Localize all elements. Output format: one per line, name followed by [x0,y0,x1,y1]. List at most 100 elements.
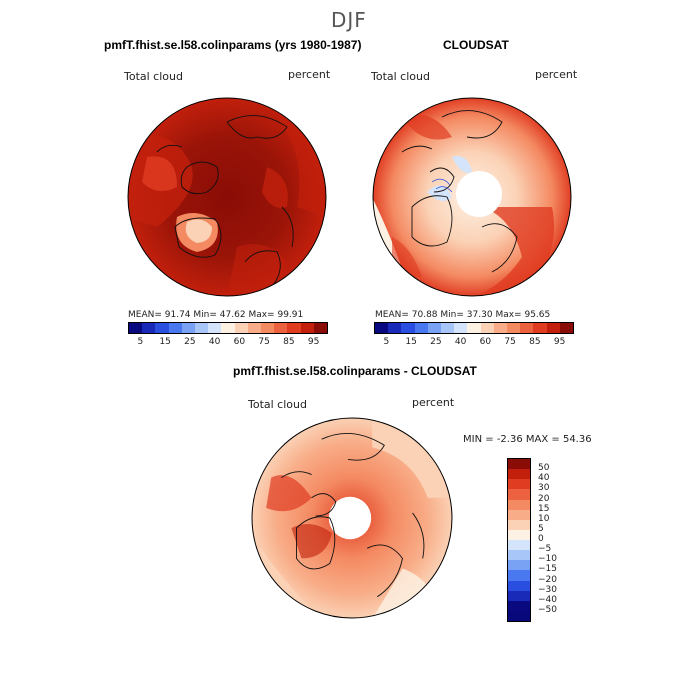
colorbar-swatch [559,323,574,333]
colorbar-tick-label: 75 [504,337,516,347]
diff-min-value: -2.36 [496,434,523,445]
right-mean-label: MEAN= [375,310,409,320]
colorbar-swatch [508,459,530,470]
colorbar-swatch [427,323,442,333]
colorbar-swatch [508,580,530,591]
colorbar-tick-label: 60 [233,337,246,347]
colorbar-tick-label: 10 [538,513,550,524]
colorbar-swatch [142,323,156,333]
left-mean-label: MEAN= [128,310,162,320]
colorbar-tick-label: −30 [538,584,557,595]
colorbar-swatch [181,323,196,333]
colorbar-tick-label: 25 [430,337,442,347]
colorbar-tick-label: −10 [538,554,557,565]
colorbar-tick-label: −20 [538,574,557,585]
right-min-value: 37.30 [466,310,493,320]
colorbar-swatch [546,323,560,333]
colorbar-tick-label: 5 [538,523,544,534]
diff-min-label: MIN = [463,434,494,445]
colorbar-tick-label: 25 [184,337,196,347]
left-max-value: 99.91 [277,310,304,320]
figure-title: DJF [331,8,367,32]
colorbar-swatch [401,323,415,333]
colorbar-swatch [508,469,530,480]
colorbar-swatch [155,323,169,333]
colorbar-tick-label: −5 [538,544,552,555]
diff-panel-title: pmfT.fhist.se.l58.colinparams - CLOUDSAT [233,364,477,378]
colorbar-tick-label: 0 [538,534,544,544]
colorbar-tick-label: −15 [538,564,557,575]
colorbar-swatch [508,529,530,540]
colorbar-swatch [261,323,275,333]
colorbar-swatch [508,550,530,561]
colorbar-swatch [313,323,328,333]
colorbar-swatch [508,479,530,490]
colorbar-tick-label: 40 [454,337,467,347]
colorbar-swatch [221,323,235,333]
colorbar-tick-label: −50 [538,604,557,615]
colorbar-tick-label: 85 [529,337,541,347]
colorbar-swatch [508,499,530,510]
colorbar-swatch [493,323,508,333]
right-variable-label: Total cloud [371,70,430,83]
right-units-label: percent [535,68,578,81]
diff-colorbar [507,458,531,622]
colorbar-swatch [234,323,248,333]
colorbar-tick-label: 60 [479,337,492,347]
colorbar-tick-label: 15 [405,337,417,347]
colorbar-swatch [454,323,468,333]
right-min-label: Min= [440,310,464,320]
colorbar-swatch [300,323,314,333]
colorbar-swatch [508,489,530,500]
colorbar-swatch [208,323,222,333]
colorbar-tick-label: 40 [538,473,550,484]
colorbar-tick-label: 5 [137,337,144,347]
diff-max-label: MAX = [525,434,560,445]
colorbar-swatch [467,323,481,333]
colorbar-tick-label: 95 [553,337,566,347]
colorbar-tick-label: 5 [383,337,390,347]
colorbar-swatch [287,323,301,333]
colorbar-tick-label: 95 [307,337,320,347]
colorbar-swatch [508,570,530,581]
left-variable-label: Total cloud [124,70,183,83]
left-min-label: Min= [193,310,217,320]
left-colorbar [128,322,328,334]
right-max-value: 95.65 [524,310,551,320]
colorbar-swatch [129,323,143,333]
left-colorbar-ticks: 5 15 25 40 60 75 85 95 [128,337,326,349]
colorbar-swatch [414,323,428,333]
colorbar-swatch [508,560,530,571]
diff-variable-label: Total cloud [248,398,307,411]
colorbar-swatch [441,323,455,333]
diff-minmax: MIN = -2.36 MAX = 54.36 [463,434,592,445]
colorbar-tick-label: 15 [159,337,171,347]
colorbar-swatch [388,323,402,333]
right-colorbar [374,322,574,334]
colorbar-tick-label: 75 [258,337,270,347]
colorbar-swatch [520,323,534,333]
colorbar-tick-label: −40 [538,594,557,605]
colorbar-tick-label: 40 [208,337,221,347]
colorbar-swatch [508,540,530,551]
left-min-value: 47.62 [219,310,246,320]
diff-colorbar-ticks: 50 40 30 20 15 10 5 0 −5 −10 −15 −20 −30 −40 −50 [538,458,568,620]
colorbar-swatch [274,323,288,333]
diff-polar-map [251,417,453,619]
left-stats: MEAN= 91.74 Min= 47.62 Max= 99.91 [128,310,303,320]
right-max-label: Max= [495,310,522,320]
colorbar-swatch [508,519,530,530]
right-polar-map [372,97,572,297]
colorbar-swatch [507,323,521,333]
colorbar-swatch [247,323,262,333]
colorbar-tick-label: 30 [538,483,550,494]
right-colorbar-ticks: 5 15 25 40 60 75 85 95 [374,337,572,349]
diff-units-label: percent [412,396,455,409]
colorbar-swatch [480,323,494,333]
diff-max-value: 54.36 [562,434,592,445]
colorbar-swatch [508,610,530,621]
colorbar-tick-label: 15 [538,503,550,514]
colorbar-swatch [375,323,389,333]
right-panel-title: CLOUDSAT [443,38,509,52]
left-max-label: Max= [248,310,275,320]
